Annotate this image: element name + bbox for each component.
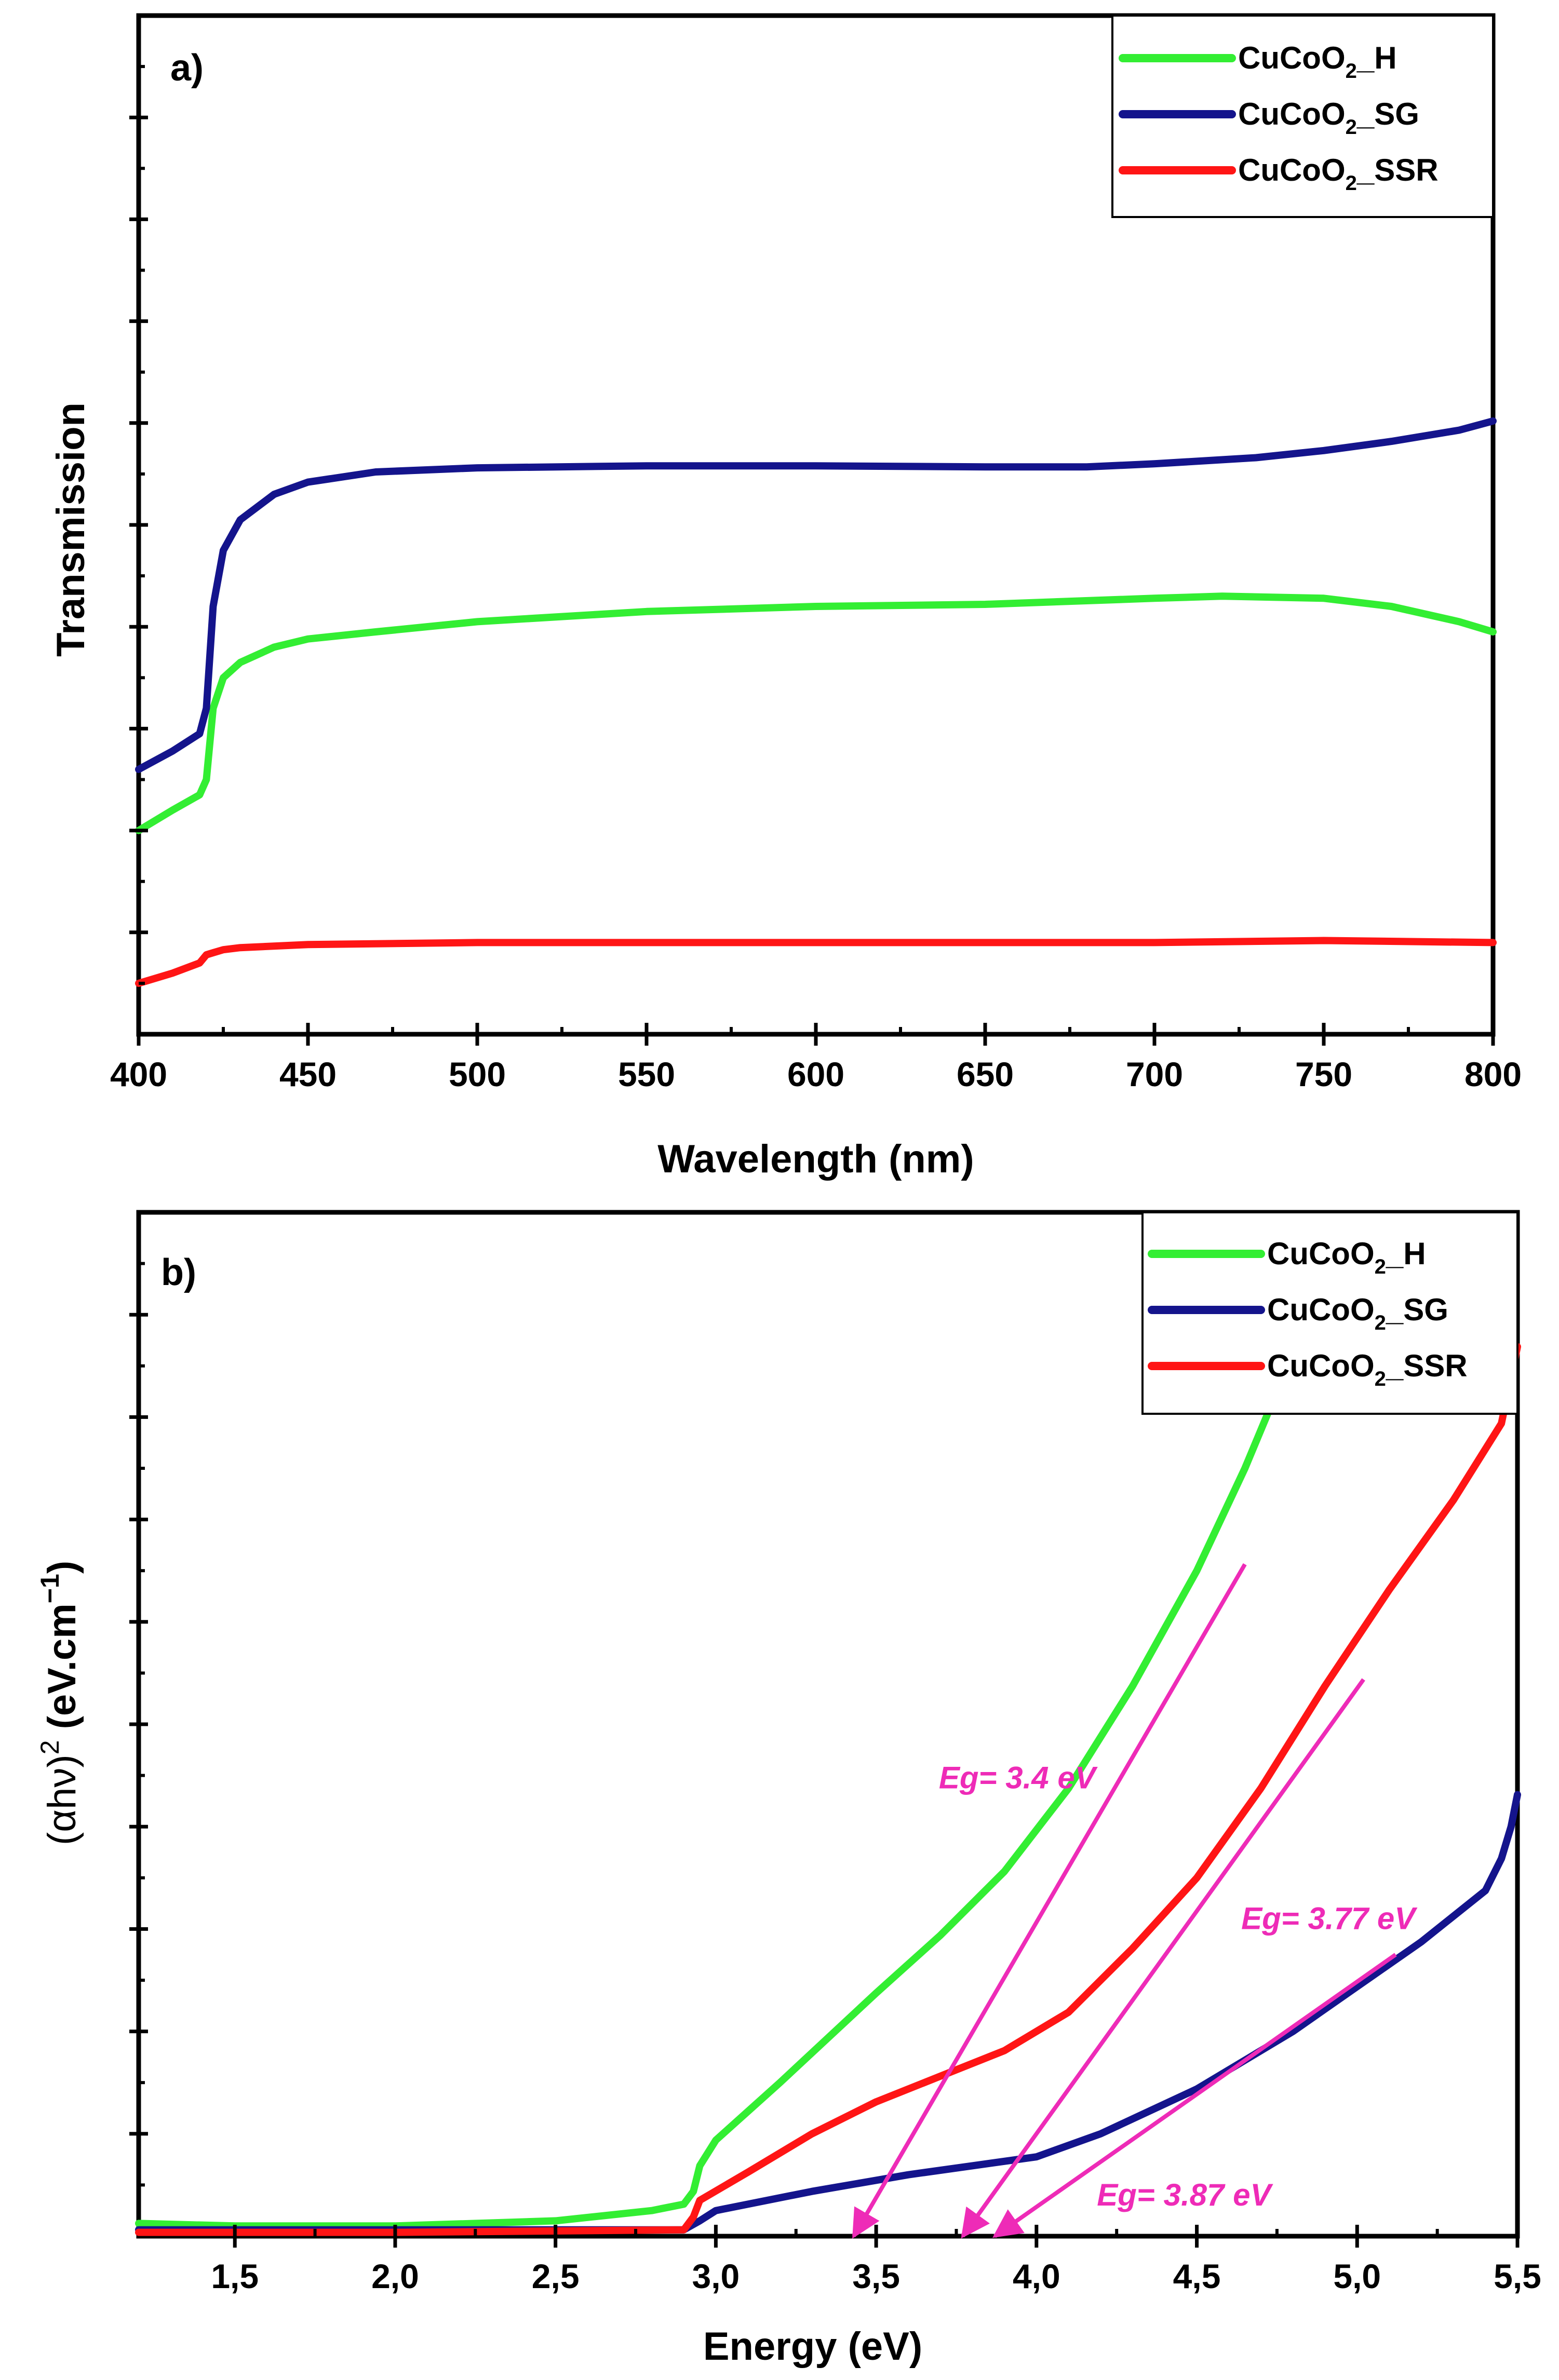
x-tick-label: 500 xyxy=(449,1055,506,1093)
legend-label-h: CuCoO2_H xyxy=(1267,1236,1426,1278)
legend-label-prefix: CuCoO xyxy=(1238,97,1346,131)
tangent-arrow-sg xyxy=(992,1953,1397,2238)
legend-label-subscript: 2 xyxy=(1375,1311,1386,1334)
panel-b-tangent-group xyxy=(852,1563,1397,2239)
legend-label-suffix: _H xyxy=(1386,1236,1426,1271)
x-tick-label: 800 xyxy=(1464,1055,1522,1093)
legend-label-subscript: 2 xyxy=(1375,1368,1386,1390)
legend-label-subscript: 2 xyxy=(1375,1255,1386,1278)
legend-label-subscript: 2 xyxy=(1346,116,1357,139)
legend-label-suffix: _SG xyxy=(1386,1292,1448,1327)
legend-label-suffix: _SG xyxy=(1356,97,1419,131)
legend-label-prefix: CuCoO xyxy=(1267,1292,1375,1327)
x-tick-label: 450 xyxy=(279,1055,337,1093)
panel-a-x-axis-title: Wavelength (nm) xyxy=(657,1137,974,1181)
legend-label-suffix: _H xyxy=(1356,40,1397,75)
panel-a-label: a) xyxy=(170,47,204,89)
legend-label-sg: CuCoO2_SG xyxy=(1267,1292,1448,1334)
y-title-part-4: −1 xyxy=(35,1574,64,1603)
x-tick-label: 600 xyxy=(787,1055,844,1093)
series-line-h xyxy=(135,1285,1313,2230)
y-title-part-5: ) xyxy=(40,1561,84,1574)
bandgap-annotation: Eg= 3.4 eV xyxy=(939,1760,1098,1795)
y-title-part-3: (eV.cm xyxy=(40,1603,84,1740)
panel-a: 400 450 500 550 600 650 700 750 800 a) Wavelengt… xyxy=(49,13,1522,1181)
legend-label-ssr: CuCoO2_SSR xyxy=(1267,1348,1468,1390)
x-tick-label: 4,0 xyxy=(1013,2257,1060,2295)
series-line-ssr xyxy=(135,937,1497,987)
panel-b-y-axis-title: (αhν)2 (eV.cm−1) xyxy=(35,1561,84,1845)
panel-b-x-axis-title: Energy (eV) xyxy=(703,2324,922,2369)
panel-a-ticks-group: 400 450 500 550 600 650 700 750 800 xyxy=(110,65,1522,1093)
series-line-h xyxy=(135,592,1497,834)
x-tick-label: 650 xyxy=(957,1055,1014,1093)
bandgap-annotation: Eg= 3.77 eV xyxy=(1241,1901,1418,1936)
x-tick-label: 2,0 xyxy=(371,2257,419,2295)
x-tick-label: 750 xyxy=(1295,1055,1352,1093)
y-title-part-1: (αhν) xyxy=(40,1754,84,1845)
legend-label-subscript: 2 xyxy=(1346,60,1357,83)
x-tick-label: 400 xyxy=(110,1055,167,1093)
x-tick-label: 3,0 xyxy=(692,2257,740,2295)
panel-b-annotation-group: Eg= 3.4 eV Eg= 3.77 eV Eg= 3.87 eV xyxy=(939,1760,1418,2212)
legend-label-prefix: CuCoO xyxy=(1238,40,1346,75)
panel-b-ticks-group: 1,5 2,0 2,5 3,0 3,5 4,0 4,5 5,0 5,5 xyxy=(129,1262,1541,2295)
series-line-ssr xyxy=(135,1343,1521,2236)
y-title-part-2: 2 xyxy=(35,1740,64,1755)
x-tick-label: 1,5 xyxy=(211,2257,259,2295)
x-tick-label: 700 xyxy=(1126,1055,1183,1093)
series-line-sg xyxy=(135,417,1497,773)
tangent-arrow-h xyxy=(852,1563,1247,2239)
legend-label-sg: CuCoO2_SG xyxy=(1238,97,1419,139)
bandgap-annotation: Eg= 3.87 eV xyxy=(1097,2178,1273,2212)
x-tick-label: 3,5 xyxy=(852,2257,900,2295)
legend-label-prefix: CuCoO xyxy=(1267,1236,1375,1271)
x-tick-label: 2,5 xyxy=(532,2257,580,2295)
panel-a-y-axis-title: Transmission xyxy=(49,402,93,657)
panel-b-series-group xyxy=(135,1285,1521,2236)
panel-b: Eg= 3.4 eV Eg= 3.77 eV Eg= 3.87 eV 1,5 2,0 2… xyxy=(35,1210,1541,2369)
panel-b-label: b) xyxy=(161,1252,196,1293)
legend-label-ssr: CuCoO2_SSR xyxy=(1238,153,1439,195)
panel-b-legend-box xyxy=(1141,1211,1518,1415)
legend-label-prefix: CuCoO xyxy=(1267,1348,1375,1383)
x-tick-label: 5,5 xyxy=(1494,2257,1541,2295)
tangent-arrow-ssr xyxy=(961,1678,1365,2239)
legend-label-suffix: _SSR xyxy=(1386,1348,1468,1383)
series-line-sg xyxy=(135,1791,1521,2234)
x-tick-label: 550 xyxy=(618,1055,675,1093)
legend-label-subscript: 2 xyxy=(1346,172,1357,195)
legend-label-suffix: _SSR xyxy=(1356,153,1439,187)
panel-a-series-group xyxy=(135,417,1497,987)
legend-label-h: CuCoO2_H xyxy=(1238,40,1397,83)
x-tick-label: 4,5 xyxy=(1173,2257,1221,2295)
legend-label-prefix: CuCoO xyxy=(1238,153,1346,187)
x-tick-label: 5,0 xyxy=(1333,2257,1381,2295)
